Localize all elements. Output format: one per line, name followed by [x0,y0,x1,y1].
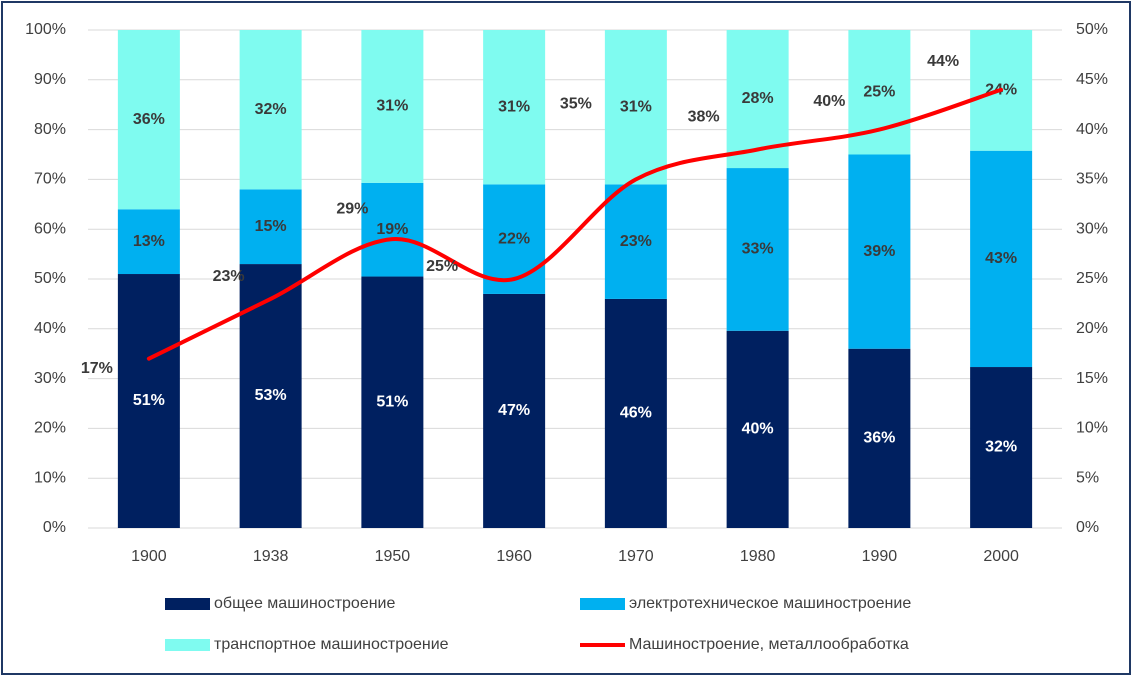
y-left-tick-label: 10% [34,469,66,486]
y-left-tick-label: 80% [34,121,66,138]
x-tick-label: 1950 [375,548,411,565]
bar-data-label: 31% [620,98,652,115]
y-right-tick-label: 50% [1076,21,1108,38]
legend-label: транспортное машиностроение [214,636,449,653]
bar-data-label: 46% [620,405,652,422]
y-right-tick-label: 30% [1076,220,1108,237]
bar-data-label: 25% [863,83,895,100]
bar-segment [239,30,302,190]
line-series-path [146,87,1004,361]
bar-data-label: 31% [498,98,530,115]
bar-segment [239,189,302,265]
bar-segment [361,182,424,277]
bar-segment [726,330,789,528]
y-left-tick-label: 60% [34,220,66,237]
bar-segment [604,30,667,185]
bar-data-label: 43% [985,250,1017,267]
bar-data-label: 13% [133,233,165,250]
y-right-tick-label: 25% [1076,270,1108,287]
bar-segment [970,150,1033,368]
y-right-tick-label: 5% [1076,469,1099,486]
y-right-tick-label: 10% [1076,420,1108,437]
legend-swatch [165,639,210,651]
bar-segment [604,298,667,528]
bar-data-label: 32% [255,101,287,118]
bar-segment [970,367,1033,528]
y-left-tick-label: 20% [34,420,66,437]
legend-swatch [580,598,625,610]
legend-swatch [165,598,210,610]
y-right-tick-label: 35% [1076,171,1108,188]
x-tick-label: 1980 [740,548,776,565]
y-left-tick-label: 30% [34,370,66,387]
bar-data-label: 39% [863,243,895,260]
bar-segment [117,30,180,210]
y-right-tick-label: 20% [1076,320,1108,337]
bar-data-label: 51% [376,393,408,410]
bar-segment [483,184,546,294]
bar-segment [361,30,424,183]
line-data-label: 17% [81,360,113,377]
line-data-label: 23% [213,268,245,285]
y-right-tick-label: 0% [1076,519,1099,536]
bar-segment [726,168,789,331]
bar-segment [483,30,546,185]
bar-segment [117,209,180,275]
x-tick-label: 1900 [131,548,167,565]
line-data-label: 35% [560,96,592,113]
bar-data-label: 36% [863,430,895,447]
line-data-label: 44% [927,53,959,70]
bar-data-label: 23% [620,233,652,250]
x-tick-label: 1960 [496,548,532,565]
bar-segment [361,276,424,528]
y-right-tick-label: 15% [1076,370,1108,387]
y-left-tick-label: 50% [34,270,66,287]
bar-segment [848,348,911,528]
x-tick-label: 1970 [618,548,654,565]
bar-data-label: 40% [742,421,774,438]
line-data-label: 29% [336,200,368,217]
bar-data-label: 47% [498,402,530,419]
bar-data-label: 22% [498,230,530,247]
bar-data-label: 19% [376,221,408,238]
bar-segment [117,274,180,528]
line-data-label: 25% [426,258,458,275]
x-tick-label: 1990 [862,548,898,565]
bar-data-label: 53% [255,387,287,404]
line-data-label: 38% [688,109,720,126]
y-left-tick-label: 40% [34,320,66,337]
legend-label: Машиностроение, металлообработка [629,636,909,653]
y-left-tick-label: 90% [34,71,66,88]
legend-label: общее машиностроение [214,595,395,612]
bar-data-label: 15% [255,218,287,235]
bar-data-label: 28% [742,90,774,107]
bar-data-label: 32% [985,439,1017,456]
y-left-tick-label: 100% [25,21,66,38]
bar-data-label: 51% [133,392,165,409]
y-right-tick-label: 45% [1076,71,1108,88]
y-right-tick-label: 40% [1076,121,1108,138]
y-left-tick-label: 0% [43,519,66,536]
bar-segment [604,184,667,299]
bar-data-label: 31% [376,98,408,115]
line-data-label: 40% [813,93,845,110]
bar-data-label: 33% [742,241,774,258]
y-left-tick-label: 70% [34,171,66,188]
x-tick-label: 1938 [253,548,289,565]
legend-label: электротехническое машиностроение [629,595,911,612]
x-tick-label: 2000 [983,548,1019,565]
bar-segment [483,293,546,528]
bar-data-label: 36% [133,111,165,128]
bar-segment [848,154,911,349]
